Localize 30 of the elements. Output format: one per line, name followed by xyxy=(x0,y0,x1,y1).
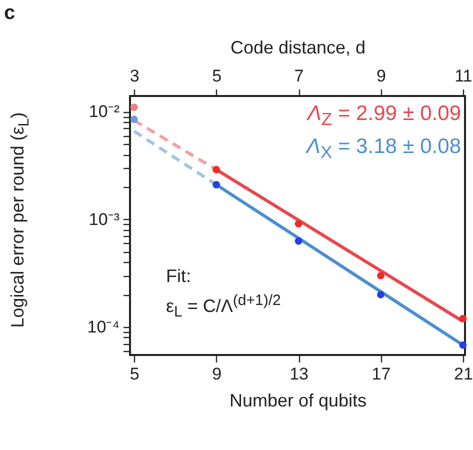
x-tick-label: 9 xyxy=(212,364,222,384)
x2-tick-label: 11 xyxy=(454,66,472,86)
annotation: Fit: xyxy=(166,266,191,287)
text: c xyxy=(4,2,16,25)
annotation: ε$_{L}$ = C/Λ$^{(d+1)/2}$ xyxy=(166,292,281,321)
point xyxy=(130,116,138,124)
x-tick-label: 21 xyxy=(454,364,473,384)
text: Λ$_{Z}$ = 2.99 ± 0.09 xyxy=(306,101,461,132)
x-tick-label: 13 xyxy=(290,364,308,384)
x2-tick-label: 9 xyxy=(376,66,386,86)
x-tick-label: 17 xyxy=(372,364,391,384)
point xyxy=(459,341,467,349)
point xyxy=(212,181,220,188)
point xyxy=(212,166,220,174)
y-tick-label: 10⁻² xyxy=(88,102,120,122)
point xyxy=(377,290,384,298)
x2-tick-label: 3 xyxy=(130,66,140,86)
x2-tick-label: 7 xyxy=(294,66,304,86)
x2-axis-title: Code distance, d xyxy=(230,38,366,58)
point xyxy=(377,272,384,280)
x2-tick-label: 5 xyxy=(212,66,222,86)
text: Λ$_{X}$ = 3.18 ± 0.08 xyxy=(306,134,461,164)
x-axis-title: Number of qubits xyxy=(229,390,367,410)
x-tick-label: 5 xyxy=(130,364,140,384)
y-tick-label: 10⁻⁴ xyxy=(87,318,120,337)
y-tick-label: 10⁻³ xyxy=(88,210,120,229)
point xyxy=(459,314,467,322)
point xyxy=(130,104,138,111)
point xyxy=(294,220,302,228)
point xyxy=(294,237,302,245)
